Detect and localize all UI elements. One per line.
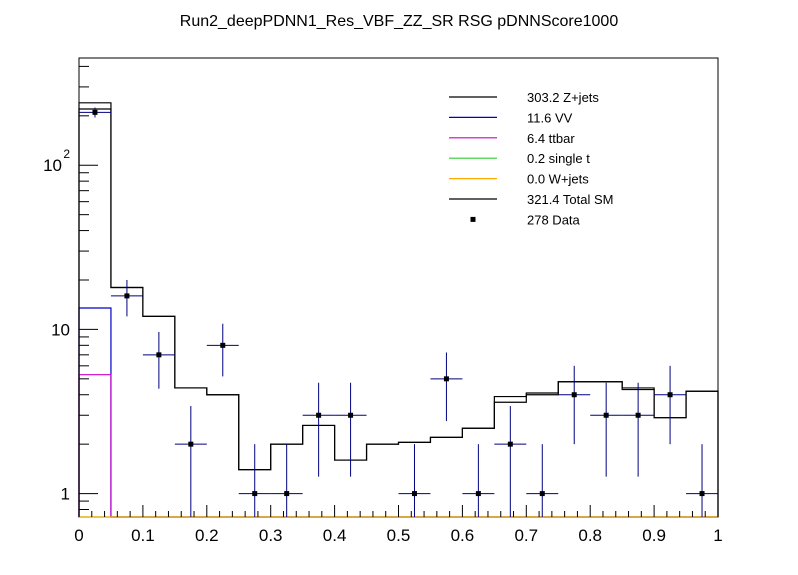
- data-point: [92, 109, 98, 115]
- data-point: [667, 392, 673, 398]
- data-point: [475, 491, 481, 497]
- legend-label: 303.2 Z+jets: [527, 90, 599, 105]
- data-point: [443, 376, 449, 382]
- x-tick-label: 1: [713, 526, 722, 545]
- data-point: [635, 412, 641, 418]
- legend-label: 321.4 Total SM: [527, 192, 613, 207]
- y-tick-label: 10: [43, 156, 62, 175]
- y-tick-label: 10: [51, 320, 70, 339]
- y-tick-label: 1: [61, 485, 70, 504]
- data-point: [124, 293, 130, 299]
- x-tick-label: 0.1: [131, 526, 155, 545]
- legend-label: 278 Data: [527, 212, 581, 227]
- hist-total-sm: [78, 102, 719, 517]
- data-point: [156, 352, 162, 358]
- x-tick-label: 0.9: [642, 526, 666, 545]
- data-point: [539, 491, 545, 497]
- data-point: [284, 491, 290, 497]
- data-point: [411, 491, 417, 497]
- x-tick-label: 0.6: [451, 526, 475, 545]
- x-tick-label: 0: [74, 526, 83, 545]
- legend-label: 0.2 single t: [527, 151, 590, 166]
- data-point: [571, 392, 577, 398]
- data-point: [316, 412, 322, 418]
- x-tick-label: 0.3: [259, 526, 283, 545]
- data-point: [252, 491, 258, 497]
- x-tick-label: 0.4: [323, 526, 347, 545]
- x-tick-label: 0.8: [578, 526, 602, 545]
- y-tick-label-exponent: 2: [63, 147, 70, 161]
- hist-z-jets: [78, 108, 719, 517]
- data-points-layer: [79, 107, 718, 517]
- data-point: [220, 342, 226, 348]
- legend-label: 0.0 W+jets: [527, 172, 589, 187]
- x-tick-label: 0.7: [514, 526, 538, 545]
- data-point: [699, 491, 705, 497]
- x-tick-label: 0.5: [387, 526, 411, 545]
- data-point: [348, 412, 354, 418]
- chart-title: Run2_deepPDNN1_Res_VBF_ZZ_SR RSG pDNNSco…: [180, 13, 619, 30]
- hist-ttbar: [78, 374, 718, 518]
- histogram-layer: [78, 102, 719, 518]
- data-point: [188, 441, 194, 447]
- legend-label: 11.6 VV: [527, 110, 573, 125]
- legend-label: 6.4 ttbar: [527, 131, 575, 146]
- legend-marker: [470, 216, 476, 222]
- plot-frame: [78, 57, 719, 518]
- x-tick-label: 0.2: [195, 526, 219, 545]
- data-point: [603, 412, 609, 418]
- legend: 303.2 Z+jets 11.6 VV 6.4 ttbar 0.2 single t…: [449, 90, 613, 227]
- data-point: [507, 441, 513, 447]
